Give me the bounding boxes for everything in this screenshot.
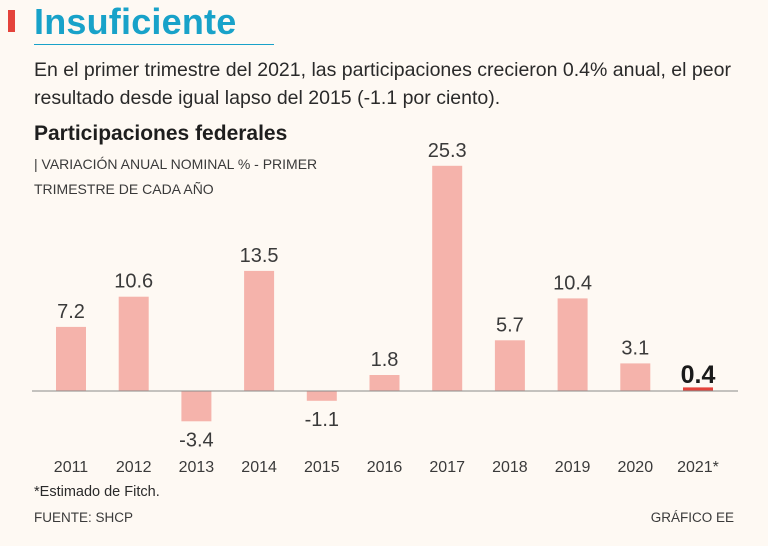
source-note: FUENTE: SHCP (34, 510, 134, 525)
x-tick-label-2013: 2013 (179, 459, 215, 476)
value-label-2015: -1.1 (305, 409, 339, 431)
x-tick-label-2014: 2014 (241, 459, 277, 476)
accent-marker (8, 10, 15, 32)
x-tick-label-2016: 2016 (367, 459, 403, 476)
bar-2021 (683, 387, 713, 391)
headline: Insuficiente (34, 1, 237, 42)
x-tick-label-2021: 2021* (677, 459, 719, 476)
bar-2012 (118, 296, 149, 391)
bar-2016 (369, 375, 400, 391)
x-tick-label-2019: 2019 (555, 459, 591, 476)
bar-2014 (244, 270, 275, 392)
chart-subtitle: | VARIACIÓN ANUAL NOMINAL % - PRIMER TRI… (34, 156, 318, 197)
value-label-2017: 25.3 (428, 140, 467, 162)
value-label-2012: 10.6 (114, 271, 153, 293)
x-tick-label-2012: 2012 (116, 459, 152, 476)
value-label-2020: 3.1 (621, 337, 649, 359)
x-tick-label-2018: 2018 (492, 459, 528, 476)
chart-title: Participaciones federales (34, 122, 288, 145)
bar-2015 (306, 391, 337, 401)
value-label-2021: 0.4 (681, 361, 716, 389)
bar-2011 (56, 326, 86, 391)
x-tick-label-2017: 2017 (429, 459, 465, 476)
bar-2019 (557, 298, 588, 391)
x-tick-label-2020: 2020 (618, 459, 654, 476)
value-label-2011: 7.2 (57, 301, 85, 323)
x-tick-label-2015: 2015 (304, 459, 340, 476)
value-label-2016: 1.8 (371, 349, 399, 371)
bar-2013 (181, 391, 212, 422)
value-label-2019: 10.4 (553, 272, 592, 294)
footnote: *Estimado de Fitch. (34, 484, 160, 500)
value-label-2018: 5.7 (496, 314, 524, 336)
value-label-2013: -3.4 (179, 429, 213, 451)
graphic-credit: GRÁFICO EE (650, 510, 734, 525)
value-label-2014: 13.5 (240, 245, 279, 267)
bar-2020 (620, 363, 651, 391)
bar-2017 (432, 165, 463, 391)
x-tick-label-2011: 2011 (54, 459, 89, 476)
headline-rule (34, 44, 274, 45)
bar-2018 (494, 340, 525, 391)
intro-text: En el primer trimestre del 2021, las par… (34, 59, 731, 109)
